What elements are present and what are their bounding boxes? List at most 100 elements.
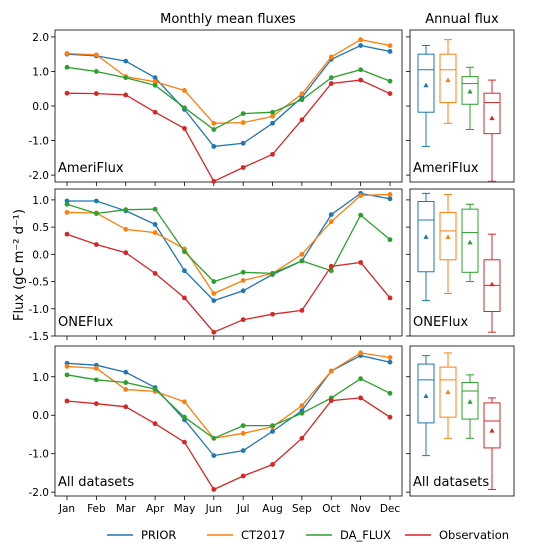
data-point xyxy=(211,298,217,304)
data-point xyxy=(182,268,187,274)
data-point xyxy=(211,279,217,284)
data-point xyxy=(64,51,70,56)
mean-marker xyxy=(423,234,429,239)
x-tick-label: Jul xyxy=(236,503,250,515)
series-line-observation xyxy=(66,233,391,333)
data-point xyxy=(358,260,364,265)
data-point xyxy=(328,398,334,404)
data-point xyxy=(123,404,129,410)
series-ct2017 xyxy=(64,192,393,296)
annual-panel-1: AmeriFlux xyxy=(409,29,515,183)
data-point xyxy=(240,448,246,454)
data-point xyxy=(123,207,129,213)
panel-label: ONEFlux xyxy=(413,315,468,330)
data-point xyxy=(328,219,334,225)
data-point xyxy=(93,401,99,407)
series-da_flux xyxy=(64,64,393,132)
data-point xyxy=(93,377,99,383)
data-point xyxy=(64,201,70,207)
panel-label: All datasets xyxy=(58,475,134,490)
data-point xyxy=(93,365,99,371)
y-axis-label: Flux (gC m⁻² d⁻¹) xyxy=(12,209,27,321)
legend-item-observation: Observation xyxy=(405,528,509,542)
data-point xyxy=(64,210,70,215)
box-prior xyxy=(417,45,435,147)
box-iqr xyxy=(439,366,457,418)
data-point xyxy=(358,67,364,73)
y-tick-label: 2.0 xyxy=(32,32,49,44)
monthly-panel-frame xyxy=(54,345,403,497)
data-point xyxy=(240,278,246,283)
monthly-panel-2: 1.0 0.5 0.0 -0.5 -1.0 -1.5 ONEFlux xyxy=(29,188,410,343)
annual-title: Annual flux xyxy=(425,12,499,27)
data-point xyxy=(123,369,129,375)
series-line-da_flux xyxy=(66,374,391,440)
panel-label: All datasets xyxy=(413,475,489,490)
data-point xyxy=(182,439,187,445)
data-point xyxy=(299,91,305,97)
data-point xyxy=(240,120,246,125)
data-point xyxy=(64,398,70,404)
data-point xyxy=(387,78,393,84)
series-ct2017 xyxy=(64,350,393,441)
data-point xyxy=(299,403,305,409)
data-point xyxy=(152,82,158,88)
series-line-ct2017 xyxy=(66,352,391,440)
data-point xyxy=(211,453,217,459)
legend-label: PRIOR xyxy=(141,528,176,542)
box-da_flux xyxy=(461,374,479,439)
series-observation xyxy=(64,395,393,492)
data-point xyxy=(299,435,305,441)
series-ct2017 xyxy=(64,37,393,126)
data-point xyxy=(299,308,305,313)
series-line-observation xyxy=(66,397,391,491)
data-point xyxy=(182,105,187,111)
legend-label: DA_FLUX xyxy=(340,528,391,542)
box-ct2017 xyxy=(439,39,457,124)
x-tick-label: Jun xyxy=(205,503,222,515)
data-point xyxy=(270,423,275,429)
data-point xyxy=(182,295,187,301)
data-point xyxy=(123,58,129,64)
data-point xyxy=(211,487,217,492)
data-point xyxy=(387,196,393,202)
series-line-da_flux xyxy=(66,203,391,283)
panels: 2.0 1.0 0.0 -1.0 -2.0 AmeriFlux AmeriFlux 1.0 0.… xyxy=(29,29,515,515)
data-point xyxy=(64,372,70,378)
data-point xyxy=(240,288,246,294)
mean-marker xyxy=(467,88,473,94)
data-point xyxy=(387,355,393,360)
data-point xyxy=(64,64,70,70)
data-point xyxy=(211,120,217,126)
data-point xyxy=(270,120,275,126)
y-tick-label: 0.0 xyxy=(32,101,49,113)
data-point xyxy=(387,91,393,96)
box-da_flux xyxy=(461,66,479,130)
box-ct2017 xyxy=(439,352,457,439)
mean-marker xyxy=(489,281,495,287)
data-point xyxy=(387,390,393,396)
data-point xyxy=(211,127,217,132)
box-observation xyxy=(483,397,501,490)
box-observation xyxy=(483,79,501,182)
data-point xyxy=(299,410,305,416)
data-point xyxy=(123,226,129,232)
data-point xyxy=(358,37,364,43)
data-point xyxy=(182,126,187,131)
data-point xyxy=(299,97,305,103)
monthly-panel-1: 2.0 1.0 0.0 -1.0 -2.0 AmeriFlux xyxy=(29,29,410,186)
box-prior xyxy=(417,192,435,302)
data-point xyxy=(182,414,187,420)
series-line-prior xyxy=(66,44,391,148)
series-line-observation xyxy=(66,79,391,183)
data-point xyxy=(240,423,246,429)
data-point xyxy=(182,88,187,93)
box-iqr xyxy=(417,53,435,113)
data-point xyxy=(270,109,275,115)
data-point xyxy=(358,193,364,198)
y-tick-label: 1.0 xyxy=(32,372,49,384)
data-point xyxy=(152,421,158,427)
data-point xyxy=(123,250,129,256)
data-point xyxy=(123,380,129,385)
box-iqr xyxy=(417,363,435,424)
